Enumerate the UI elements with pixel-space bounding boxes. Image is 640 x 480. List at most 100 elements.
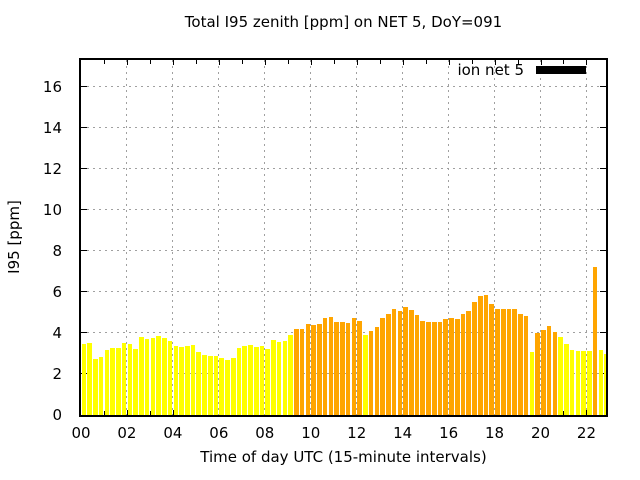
x-gridline <box>540 60 542 415</box>
x-axis-title: Time of day UTC (15-minute intervals) <box>200 448 487 466</box>
bar <box>357 320 362 415</box>
x-tick-label: 22 <box>576 424 597 442</box>
y-tick-label: 16 <box>42 77 62 96</box>
bar <box>477 296 483 415</box>
bar <box>167 340 173 415</box>
x-tick <box>103 60 105 64</box>
legend: ion net 5 <box>457 61 586 79</box>
y-tick <box>600 250 606 252</box>
bar <box>483 295 489 415</box>
x-tick <box>379 60 381 64</box>
x-tick-label: 08 <box>255 424 275 442</box>
x-tick-label: 04 <box>163 424 183 442</box>
x-tick <box>126 60 128 65</box>
x-tick <box>356 410 358 415</box>
bar <box>558 336 563 415</box>
y-tick-label: 8 <box>52 241 62 260</box>
bar <box>581 350 586 415</box>
bar <box>460 314 466 415</box>
bar <box>604 353 606 415</box>
x-gridline <box>494 60 496 415</box>
y-gridline <box>81 291 606 293</box>
bar <box>564 344 569 415</box>
bar <box>225 360 230 415</box>
x-tick <box>126 410 128 415</box>
x-tick-label: 00 <box>71 424 91 442</box>
x-tick <box>425 411 427 415</box>
x-tick <box>287 411 289 415</box>
y-tick <box>600 168 606 170</box>
bar <box>219 358 225 415</box>
x-tick <box>471 411 473 415</box>
bar <box>184 346 190 415</box>
x-tick <box>402 410 404 415</box>
x-gridline <box>402 60 404 415</box>
bar <box>386 314 391 415</box>
x-tick <box>586 60 588 65</box>
bar <box>311 325 316 415</box>
bar <box>127 343 133 415</box>
x-gridline <box>264 60 266 415</box>
bar <box>431 321 437 415</box>
x-tick <box>264 410 266 415</box>
x-gridline <box>356 60 358 415</box>
x-tick <box>218 410 220 415</box>
bar <box>305 324 311 415</box>
x-tick-label: 18 <box>485 424 505 442</box>
bar <box>512 309 517 415</box>
bar <box>328 316 334 415</box>
bar <box>443 319 449 415</box>
bar <box>196 352 202 415</box>
bar <box>489 304 495 415</box>
bar <box>190 345 196 415</box>
bar <box>374 326 380 415</box>
bar <box>495 308 500 415</box>
x-gridline <box>585 60 587 415</box>
x-tick <box>586 410 588 415</box>
x-tick-label: 12 <box>347 424 367 442</box>
x-tick <box>287 60 289 64</box>
bar <box>420 320 426 415</box>
x-tick <box>310 410 312 415</box>
x-tick <box>379 411 381 415</box>
x-tick <box>494 410 496 415</box>
bar <box>276 341 282 415</box>
bar <box>546 325 552 415</box>
bar <box>403 306 408 415</box>
bar <box>253 347 259 415</box>
bar <box>552 331 558 415</box>
bar <box>110 347 115 415</box>
bar <box>98 356 104 415</box>
x-tick <box>149 60 151 64</box>
x-gridline <box>310 60 312 415</box>
y-tick <box>81 291 87 293</box>
x-tick <box>333 411 335 415</box>
bar <box>380 317 385 415</box>
bar <box>368 330 374 415</box>
y-tick <box>600 127 606 129</box>
x-tick-label: 14 <box>393 424 413 442</box>
x-tick <box>172 60 174 65</box>
x-gridline <box>126 60 128 415</box>
bar <box>139 337 144 415</box>
y-tick <box>600 209 606 211</box>
x-tick <box>333 60 335 64</box>
bar <box>391 308 397 415</box>
x-tick-label: 16 <box>439 424 459 442</box>
bar <box>529 352 535 415</box>
bar <box>213 356 219 415</box>
y-tick <box>600 86 606 88</box>
bar <box>535 332 540 415</box>
bar <box>207 355 213 415</box>
bar <box>133 349 138 415</box>
bar <box>592 267 598 415</box>
bar <box>288 335 293 415</box>
x-tick <box>149 411 151 415</box>
x-tick <box>103 411 105 415</box>
x-tick <box>310 60 312 65</box>
legend-label: ion net 5 <box>457 61 524 79</box>
y-gridline <box>81 209 606 211</box>
x-tick <box>563 411 565 415</box>
x-gridline <box>448 60 450 415</box>
